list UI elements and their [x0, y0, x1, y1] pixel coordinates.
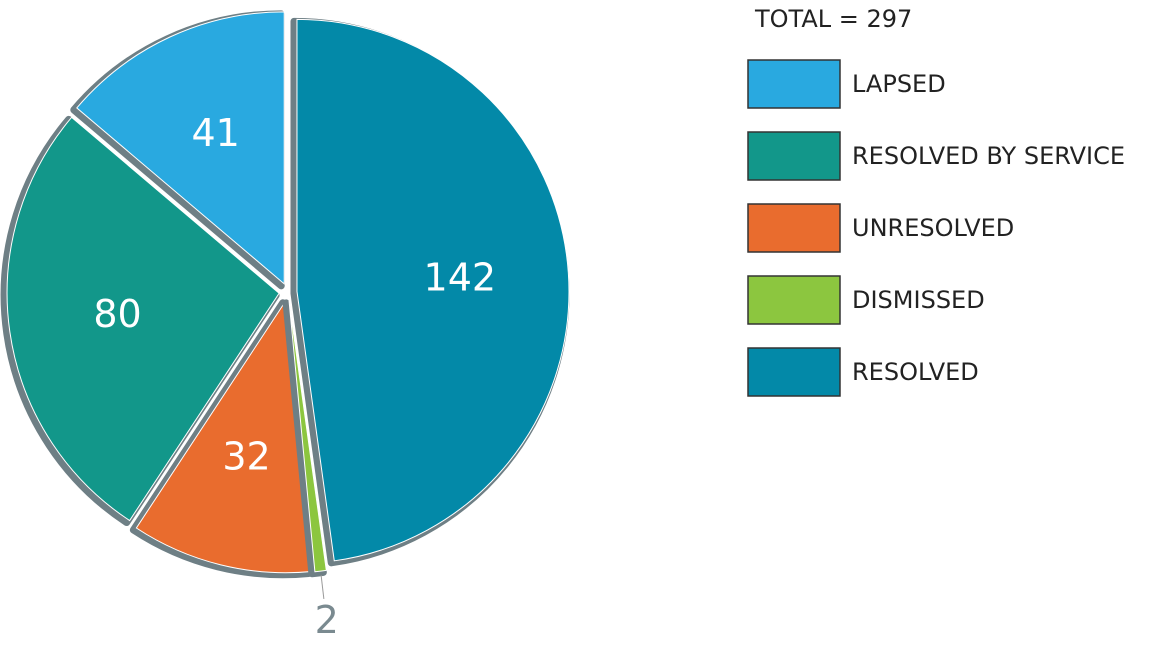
value-label: 32: [222, 435, 270, 479]
slice: [76, 11, 285, 285]
legend-swatch: [747, 347, 841, 397]
value-label: 142: [424, 256, 497, 300]
legend-swatch: [747, 203, 841, 253]
slice: [296, 18, 570, 562]
value-label: 2: [315, 598, 339, 642]
legend-label: RESOLVED BY SERVICE: [852, 142, 1125, 170]
legend-label: LAPSED: [852, 70, 946, 98]
slice-shadow: [0, 115, 280, 527]
legend-label: UNRESOLVED: [852, 214, 1014, 242]
slice-shadow: [129, 299, 313, 579]
value-label: 80: [93, 292, 141, 336]
slice-shadow: [282, 299, 327, 578]
legend-swatch: [747, 59, 841, 109]
value-label: 41: [191, 111, 239, 155]
legend-label: RESOLVED: [852, 358, 979, 386]
legend-swatch: [747, 131, 841, 181]
legend-swatch: [747, 275, 841, 325]
legend-title: TOTAL = 297: [754, 5, 912, 33]
slice: [6, 116, 280, 522]
legend-label: DISMISSED: [852, 286, 985, 314]
leader-line: [320, 575, 325, 599]
slice: [288, 300, 327, 573]
slice: [135, 299, 313, 574]
